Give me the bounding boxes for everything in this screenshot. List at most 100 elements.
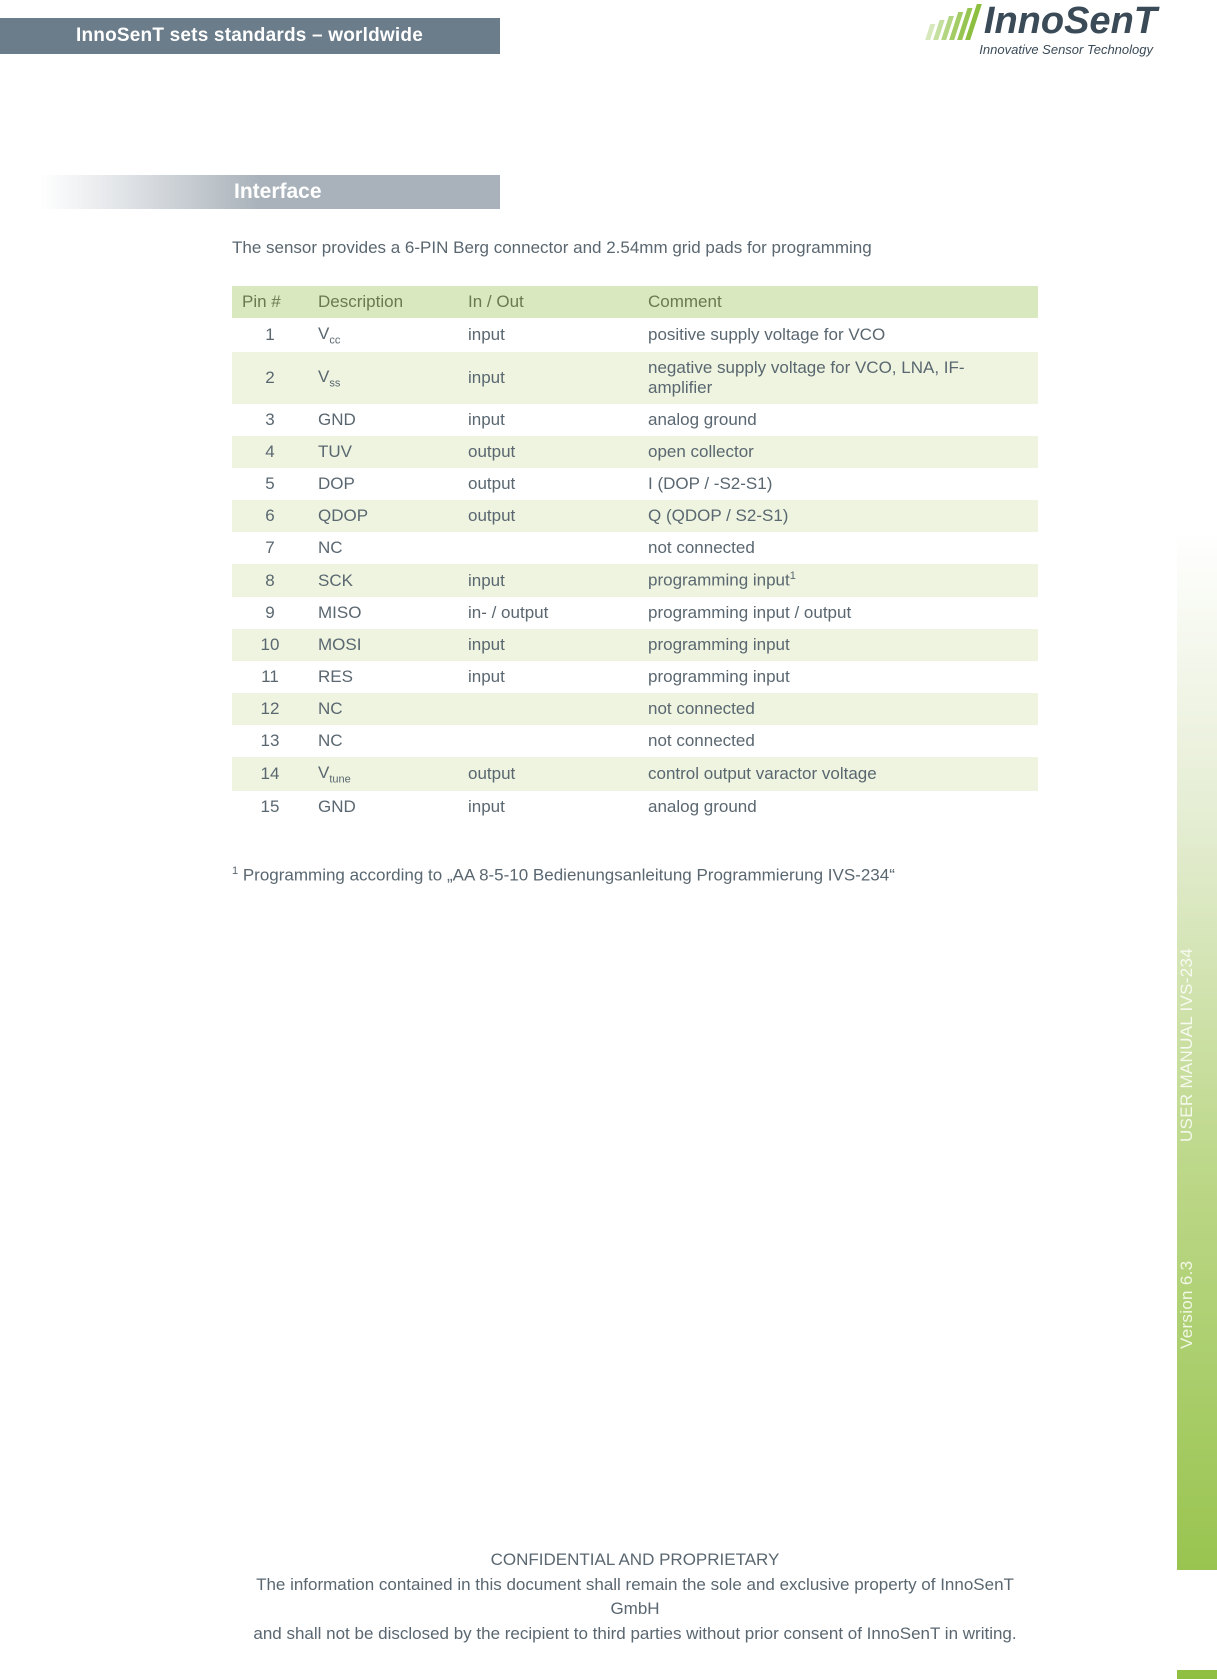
section-title: Interface	[0, 180, 322, 204]
cell-pin: 15	[232, 791, 308, 823]
footnote: 1 Programming according to „AA 8-5-10 Be…	[232, 865, 1038, 886]
table-row: 8SCKinputprogramming input1	[232, 564, 1038, 597]
cell-comment: not connected	[638, 725, 1038, 757]
cell-io	[458, 532, 638, 564]
cell-comment: control output varactor voltage	[638, 757, 1038, 791]
table-row: 6QDOPoutputQ (QDOP / S2-S1)	[232, 500, 1038, 532]
cell-pin: 4	[232, 436, 308, 468]
cell-description: Vtune	[308, 757, 458, 791]
cell-io: output	[458, 500, 638, 532]
th-io: In / Out	[458, 286, 638, 318]
table-row: 1Vccinputpositive supply voltage for VCO	[232, 318, 1038, 352]
cell-description: SCK	[308, 564, 458, 597]
logo-wordmark: InnoSenT	[984, 2, 1157, 40]
cell-comment: negative supply voltage for VCO, LNA, IF…	[638, 352, 1038, 404]
side-tab-manual: USER MANUAL IVS-234	[1177, 930, 1217, 1160]
table-row: 7NC not connected	[232, 532, 1038, 564]
cell-description: DOP	[308, 468, 458, 500]
table-row: 4TUVoutputopen collector	[232, 436, 1038, 468]
cell-comment: analog ground	[638, 404, 1038, 436]
cell-io: output	[458, 757, 638, 791]
cell-comment: analog ground	[638, 791, 1038, 823]
side-tab: USER MANUAL IVS-234 Version 6.3 Page 5	[1177, 530, 1217, 1679]
logo-row: InnoSenT	[931, 2, 1157, 40]
content-column: The sensor provides a 6-PIN Berg connect…	[232, 230, 1038, 903]
table-row: 3GNDinputanalog ground	[232, 404, 1038, 436]
cell-io	[458, 693, 638, 725]
cell-comment: Q (QDOP / S2-S1)	[638, 500, 1038, 532]
cell-pin: 11	[232, 661, 308, 693]
cell-io: input	[458, 404, 638, 436]
table-row: 2Vssinputnegative supply voltage for VCO…	[232, 352, 1038, 404]
cell-description: Vss	[308, 352, 458, 404]
cell-pin: 3	[232, 404, 308, 436]
cell-pin: 2	[232, 352, 308, 404]
cell-pin: 8	[232, 564, 308, 597]
cell-io: input	[458, 629, 638, 661]
table-row: 12NCnot connected	[232, 693, 1038, 725]
pin-table: Pin # Description In / Out Comment 1Vcci…	[232, 286, 1038, 823]
side-tab-version: Version 6.3	[1177, 1230, 1217, 1380]
logo: InnoSenT Innovative Sensor Technology	[887, 2, 1157, 74]
conf-line2: The information contained in this docume…	[232, 1573, 1038, 1622]
footnote-text: Programming according to „AA 8-5-10 Bedi…	[238, 866, 895, 885]
cell-io	[458, 725, 638, 757]
table-row: 13NC not connected	[232, 725, 1038, 757]
table-row: 11RESinputprogramming input	[232, 661, 1038, 693]
th-pin: Pin #	[232, 286, 308, 318]
conf-line3: and shall not be disclosed by the recipi…	[232, 1622, 1038, 1647]
table-row: 9MISOin- / outputprogramming input / out…	[232, 597, 1038, 629]
section-heading-bar: Interface	[0, 175, 500, 209]
cell-comment: programming input	[638, 661, 1038, 693]
table-header-row: Pin # Description In / Out Comment	[232, 286, 1038, 318]
cell-pin: 10	[232, 629, 308, 661]
cell-description: GND	[308, 404, 458, 436]
table-row: 10MOSIinputprogramming input	[232, 629, 1038, 661]
side-tab-page: Page 5	[1177, 1570, 1217, 1670]
cell-io: input	[458, 661, 638, 693]
cell-pin: 13	[232, 725, 308, 757]
cell-pin: 6	[232, 500, 308, 532]
cell-io: input	[458, 791, 638, 823]
cell-comment: positive supply voltage for VCO	[638, 318, 1038, 352]
cell-pin: 14	[232, 757, 308, 791]
logo-bars-icon	[925, 4, 982, 40]
table-row: 5DOPoutputI (DOP / -S2-S1)	[232, 468, 1038, 500]
cell-comment: programming input / output	[638, 597, 1038, 629]
cell-io: input	[458, 564, 638, 597]
cell-io: in- / output	[458, 597, 638, 629]
th-desc: Description	[308, 286, 458, 318]
cell-description: GND	[308, 791, 458, 823]
header-band-text: InnoSenT sets standards – worldwide	[0, 25, 423, 47]
cell-pin: 12	[232, 693, 308, 725]
cell-io: output	[458, 468, 638, 500]
cell-comment: programming input1	[638, 564, 1038, 597]
cell-comment: not connected	[638, 532, 1038, 564]
cell-pin: 7	[232, 532, 308, 564]
cell-description: TUV	[308, 436, 458, 468]
cell-pin: 1	[232, 318, 308, 352]
intro-text: The sensor provides a 6-PIN Berg connect…	[232, 238, 1038, 258]
cell-io: input	[458, 318, 638, 352]
logo-tagline: Innovative Sensor Technology	[979, 42, 1157, 57]
cell-description: Vcc	[308, 318, 458, 352]
cell-description: MOSI	[308, 629, 458, 661]
cell-pin: 9	[232, 597, 308, 629]
cell-description: RES	[308, 661, 458, 693]
header-band: InnoSenT sets standards – worldwide	[0, 18, 500, 54]
cell-io: output	[458, 436, 638, 468]
cell-description: NC	[308, 532, 458, 564]
cell-io: input	[458, 352, 638, 404]
cell-description: NC	[308, 693, 458, 725]
cell-comment: programming input	[638, 629, 1038, 661]
cell-pin: 5	[232, 468, 308, 500]
cell-comment: I (DOP / -S2-S1)	[638, 468, 1038, 500]
th-comment: Comment	[638, 286, 1038, 318]
cell-description: MISO	[308, 597, 458, 629]
confidential-footer: CONFIDENTIAL AND PROPRIETARY The informa…	[232, 1548, 1038, 1647]
table-row: 14Vtuneoutputcontrol output varactor vol…	[232, 757, 1038, 791]
cell-description: NC	[308, 725, 458, 757]
cell-description: QDOP	[308, 500, 458, 532]
page: InnoSenT sets standards – worldwide Inno…	[0, 0, 1217, 1679]
conf-line1: CONFIDENTIAL AND PROPRIETARY	[232, 1548, 1038, 1573]
